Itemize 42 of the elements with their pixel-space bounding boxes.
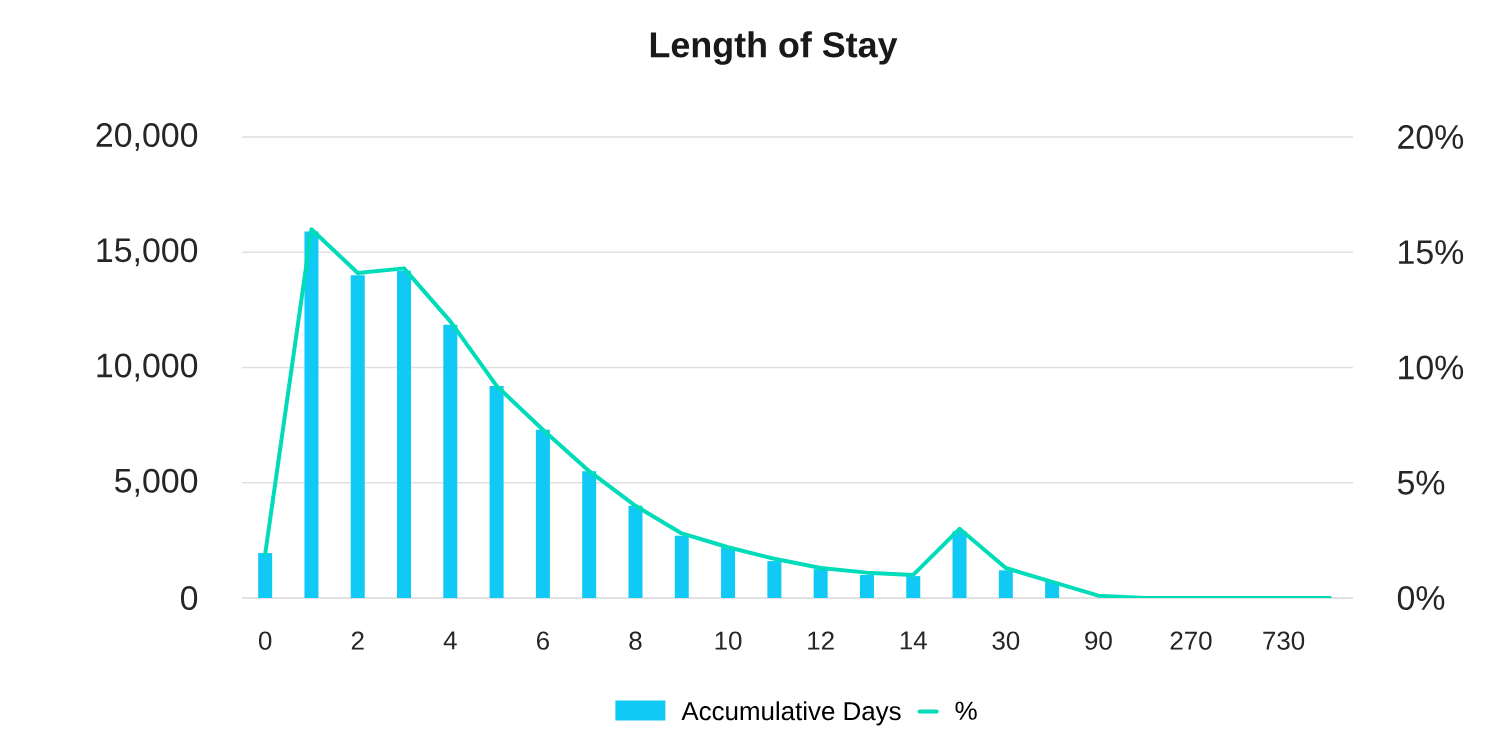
y2-tick-label: 10% <box>1399 355 1464 380</box>
x-tick-label: 0 <box>258 631 272 650</box>
x-tick-label: 90 <box>1085 631 1112 650</box>
legend-label: % <box>955 701 977 720</box>
x-tick-label: 6 <box>537 631 549 650</box>
bar <box>304 231 319 598</box>
x-tick-label: 2 <box>351 631 364 650</box>
bar <box>489 385 504 598</box>
legend-label: Accumulative Days <box>681 701 901 726</box>
bar <box>859 574 874 598</box>
bar <box>767 561 782 598</box>
bar <box>721 547 736 598</box>
bar <box>443 324 458 598</box>
bar <box>258 553 273 598</box>
x-tick-label: 14 <box>900 631 927 650</box>
bar <box>674 535 689 598</box>
x-tick-label: 8 <box>629 631 642 650</box>
y-tick-label: 20,000 <box>96 122 198 151</box>
chart-title: Length of Stay <box>650 31 898 65</box>
y2-tick-label: 20% <box>1398 124 1464 149</box>
x-tick-label: 270 <box>1170 631 1212 650</box>
bar <box>397 270 412 598</box>
x-tick-label: 30 <box>992 631 1020 650</box>
bar <box>813 569 828 598</box>
x-tick-label: 12 <box>808 631 834 650</box>
y-tick-label: 10,000 <box>97 353 198 382</box>
x-tick-label: 730 <box>1263 631 1305 650</box>
x-tick-label: 4 <box>443 631 457 650</box>
y-tick-label: 5,000 <box>115 468 198 497</box>
bar <box>535 429 550 598</box>
y2-tick-label: 0% <box>1397 585 1445 610</box>
x-tick-label: 10 <box>715 631 742 650</box>
y-tick-label: 0 <box>180 585 198 610</box>
y-tick-label: 15,000 <box>97 238 198 267</box>
bar <box>582 471 597 598</box>
y2-tick-label: 15% <box>1399 240 1464 265</box>
y2-tick-label: 5% <box>1397 470 1445 495</box>
bar <box>350 275 365 598</box>
bar <box>998 570 1013 598</box>
bar <box>628 505 643 598</box>
bar <box>952 531 967 598</box>
bar <box>906 576 921 598</box>
